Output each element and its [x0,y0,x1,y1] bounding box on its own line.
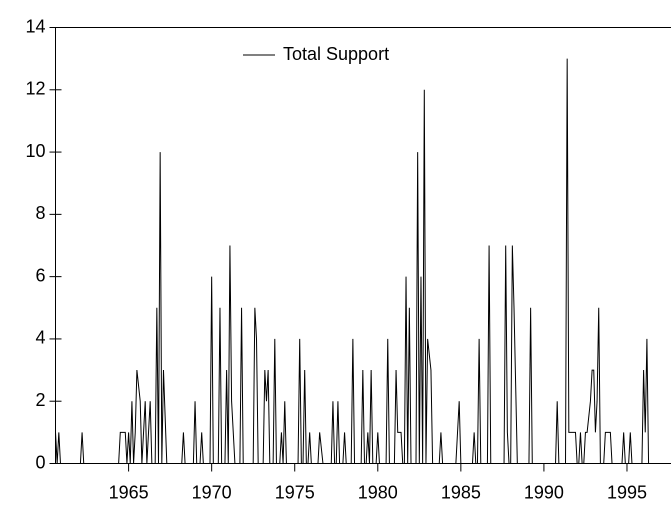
series-line [55,58,671,464]
y-tick-label: 12 [25,79,45,99]
y-tick-label: 4 [35,328,45,348]
x-tick-label: 1965 [109,482,149,502]
x-tick-label: 1995 [607,482,647,502]
plot-frame [55,27,671,464]
x-tick-label: 1980 [358,482,398,502]
x-tick-label: 1975 [275,482,315,502]
y-tick-label: 8 [35,203,45,223]
y-tick-label: 14 [25,16,45,36]
legend-label: Total Support [283,44,389,64]
x-tick-label: 1985 [441,482,481,502]
x-tick-label: 1990 [524,482,564,502]
y-tick-label: 6 [35,265,45,285]
y-tick-label: 2 [35,390,45,410]
y-tick-label: 10 [25,141,45,161]
y-tick-label: 0 [35,452,45,472]
x-tick-label: 1970 [192,482,232,502]
